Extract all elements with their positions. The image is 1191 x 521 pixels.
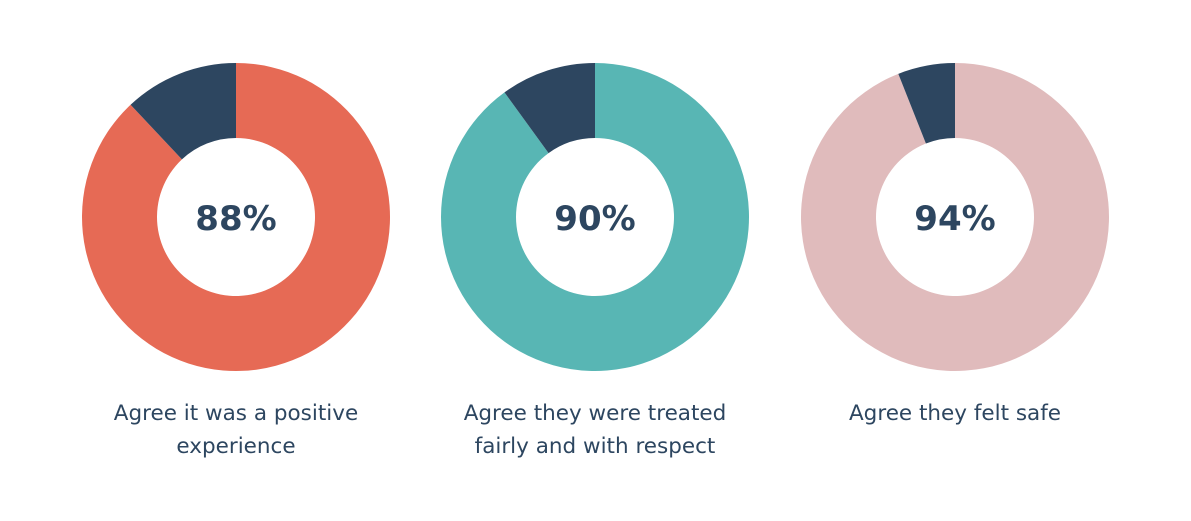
donut-slice-agree	[441, 63, 749, 372]
donut-svg: 90%	[441, 63, 749, 372]
donut-chart-felt-safe: 94% Agree they felt safe	[755, 0, 1155, 521]
chart-caption: Agree they felt safe	[755, 397, 1155, 430]
chart-caption: Agree they were treated fairly and with …	[395, 397, 795, 463]
caption-line: Agree they were treated	[463, 401, 727, 426]
caption-line: Agree it was a positive	[113, 401, 359, 426]
donut-slice-remainder	[504, 63, 595, 154]
donut-slice-remainder	[130, 63, 236, 160]
donut-slice-remainder	[898, 63, 955, 144]
center-percentage-label: 94%	[914, 199, 995, 239]
caption-line: experience	[176, 434, 296, 459]
chart-caption: Agree it was a positive experience	[36, 397, 436, 463]
donut-svg: 94%	[801, 63, 1109, 371]
donut-slice-agree	[801, 63, 1109, 371]
center-percentage-label: 90%	[554, 199, 635, 239]
donut-svg: 88%	[82, 63, 390, 371]
donut-chart-positive-experience: 88% Agree it was a positive experience	[36, 0, 436, 521]
caption-line: fairly and with respect	[474, 434, 716, 459]
donut-slice-agree	[82, 63, 390, 371]
donut-chart-treated-fairly: 90% Agree they were treated fairly and w…	[395, 0, 795, 521]
caption-line: Agree they felt safe	[848, 401, 1062, 426]
center-percentage-label: 88%	[195, 199, 276, 239]
